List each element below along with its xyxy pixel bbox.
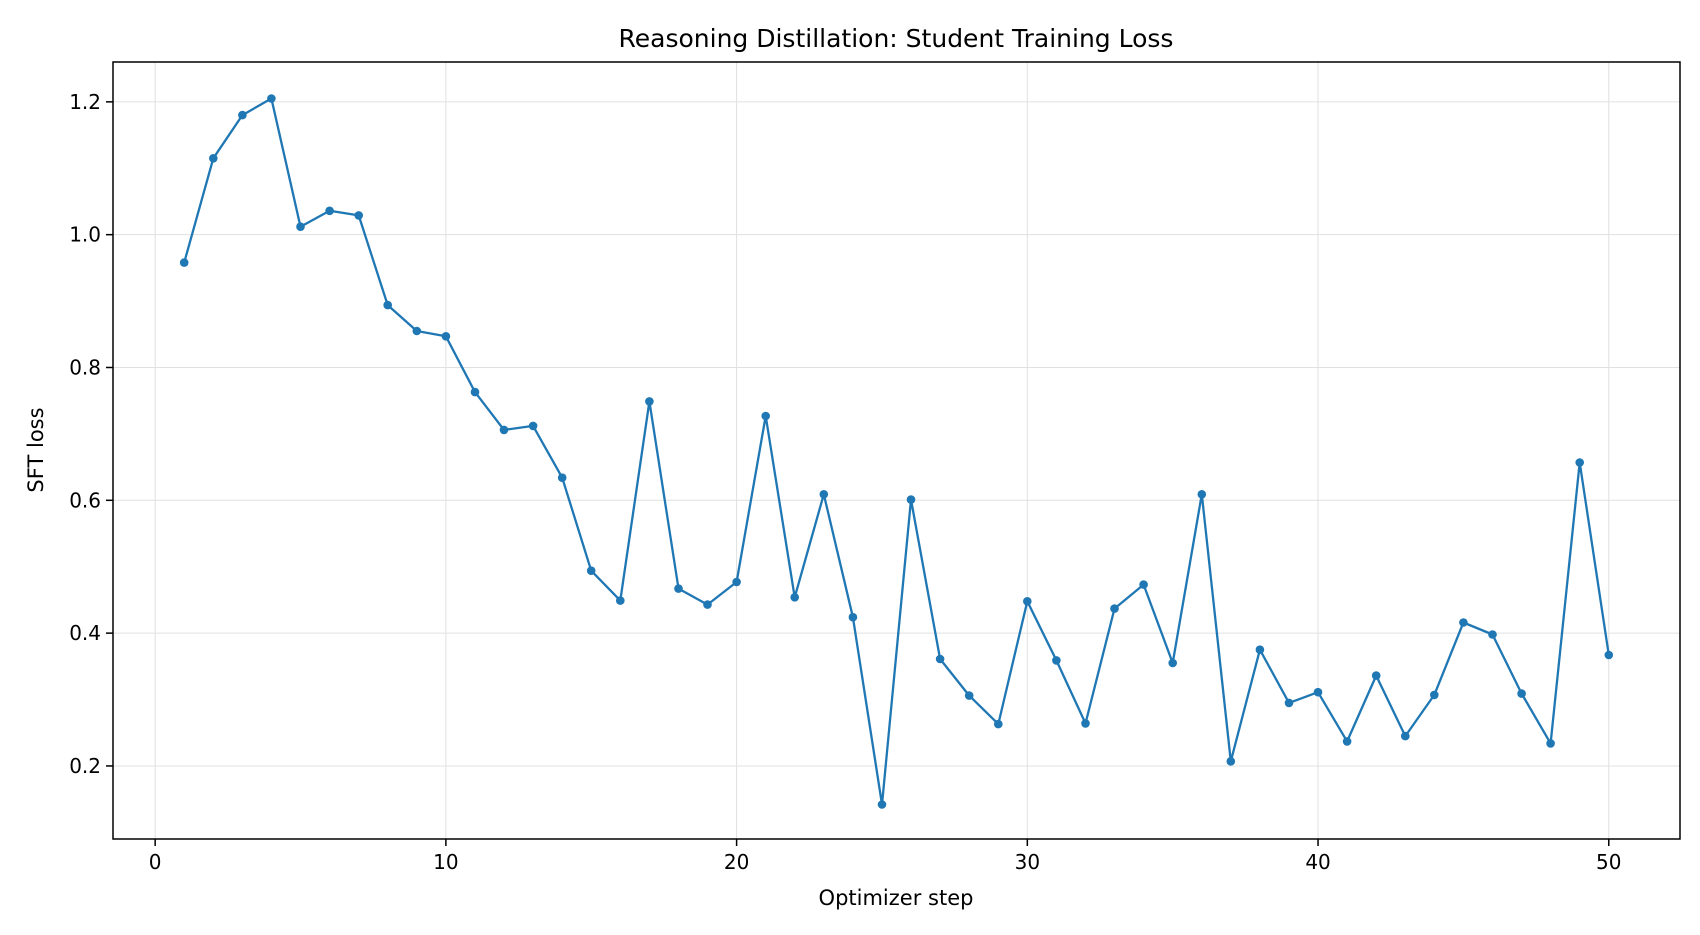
loss-point — [267, 94, 276, 103]
loss-point — [732, 577, 741, 587]
loss-point — [935, 654, 945, 664]
y-tick-label: 0.6 — [69, 488, 101, 512]
tick-layer: 0 10 20 30 40 50 0.2 0.4 0.6 0.8 1.0 1.2 — [69, 90, 1621, 874]
series-layer — [179, 94, 1614, 809]
loss-point — [1313, 687, 1323, 697]
loss-point — [209, 154, 218, 163]
loss-point — [557, 473, 567, 483]
loss-point — [1168, 658, 1177, 668]
loss-point — [703, 600, 712, 609]
loss-point — [1255, 645, 1265, 654]
loss-point — [819, 490, 829, 499]
loss-point — [674, 584, 683, 593]
loss-point — [1575, 458, 1584, 467]
loss-point — [645, 397, 654, 406]
loss-point — [1139, 580, 1148, 589]
loss-point — [848, 612, 858, 622]
loss-point — [790, 593, 799, 602]
loss-point — [354, 211, 364, 220]
x-tick-label: 20 — [724, 850, 749, 874]
loss-point — [616, 596, 625, 605]
loss-point — [586, 566, 596, 575]
loss-point — [906, 495, 916, 504]
y-tick-label: 0.4 — [69, 621, 101, 645]
loss-point — [499, 425, 509, 435]
loss-point — [412, 326, 422, 336]
loss-point — [179, 258, 189, 267]
loss-point — [325, 206, 334, 216]
loss-point — [238, 110, 247, 120]
y-tick-label: 1.0 — [69, 223, 101, 247]
loss-point — [1284, 698, 1294, 708]
loss-point — [1517, 689, 1526, 698]
loss-point — [1371, 671, 1381, 680]
y-tick-label: 1.2 — [69, 90, 101, 114]
y-axis-label: SFT loss — [24, 407, 48, 492]
loss-point — [877, 800, 887, 809]
loss-point — [1052, 656, 1061, 665]
x-tick-label: 40 — [1305, 850, 1330, 874]
loss-point — [1430, 690, 1439, 700]
loss-point — [1459, 618, 1468, 627]
loss-point — [1110, 604, 1119, 613]
loss-point — [441, 332, 451, 341]
chart-title: Reasoning Distillation: Student Training… — [619, 24, 1174, 53]
x-tick-label: 50 — [1596, 850, 1621, 874]
y-tick-label: 0.8 — [69, 355, 101, 379]
loss-point — [1342, 737, 1352, 746]
loss-point — [1488, 630, 1497, 639]
x-tick-label: 0 — [149, 850, 162, 874]
loss-point — [1604, 650, 1614, 660]
loss-point — [296, 222, 305, 231]
loss-point — [1401, 731, 1410, 741]
loss-point — [528, 421, 538, 431]
y-tick-label: 0.2 — [69, 754, 101, 778]
loss-point — [761, 411, 770, 421]
loss-point — [1023, 597, 1032, 606]
loss-point — [1546, 739, 1555, 748]
loss-point — [470, 387, 480, 397]
x-tick-label: 30 — [1015, 850, 1040, 874]
grid-layer — [113, 62, 1680, 839]
x-axis-label: Optimizer step — [819, 886, 974, 910]
loss-point — [1226, 757, 1236, 766]
loss-point — [1081, 719, 1090, 728]
loss-point — [1197, 490, 1207, 499]
x-tick-label: 10 — [433, 850, 458, 874]
loss-point — [964, 691, 974, 700]
loss-point — [994, 719, 1003, 729]
plot-frame — [112, 61, 1681, 840]
loss-series-line — [183, 97, 1610, 806]
loss-point — [383, 300, 393, 310]
